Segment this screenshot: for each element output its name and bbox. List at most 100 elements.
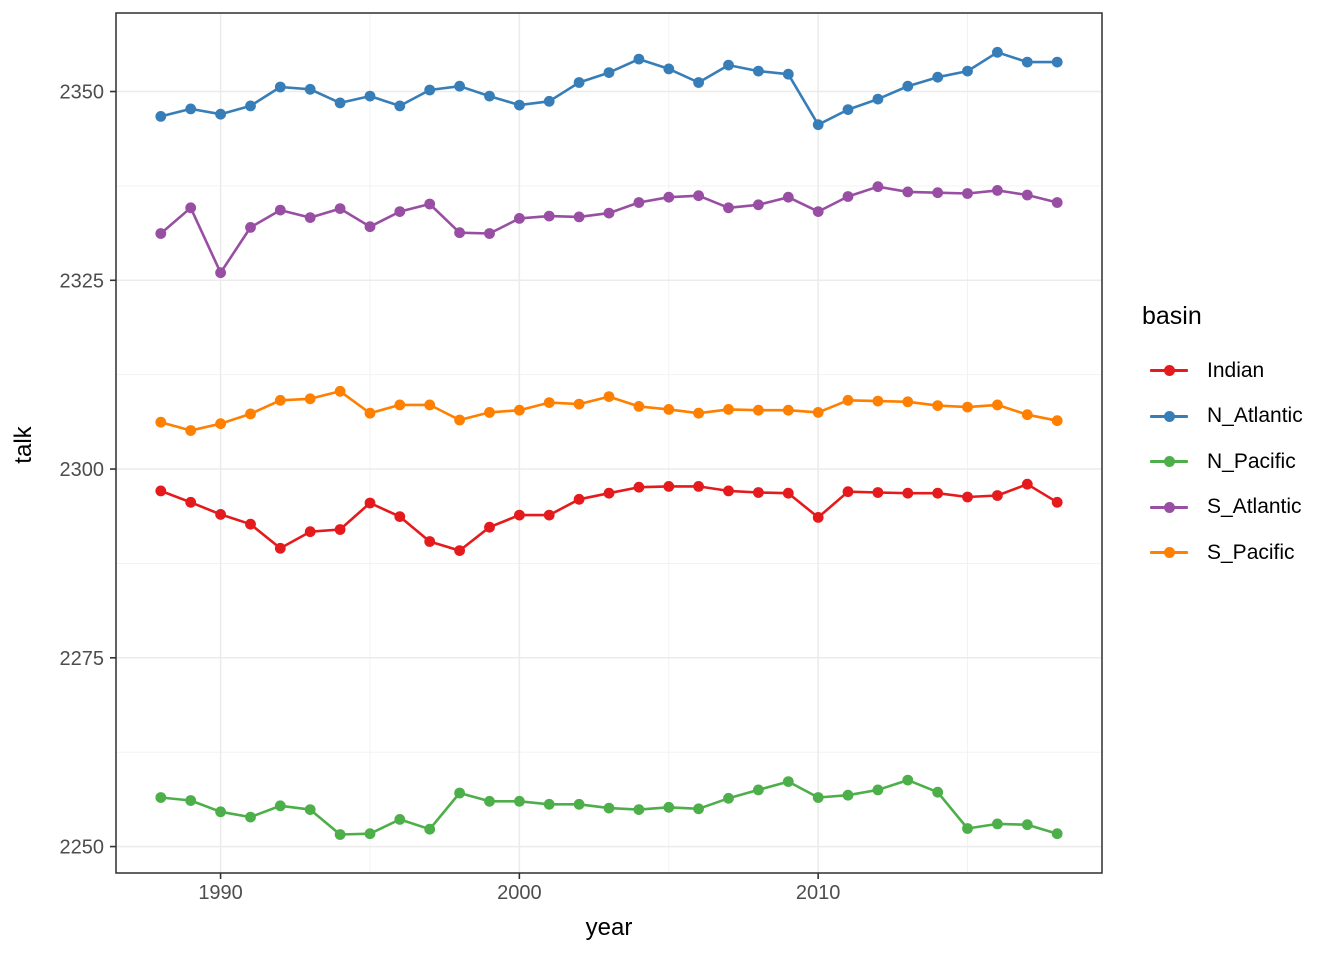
series-point-Indian [723, 485, 734, 497]
series-point-S_Atlantic [364, 221, 376, 233]
series-point-N_Atlantic [723, 59, 734, 71]
series-point-N_Pacific [245, 811, 256, 823]
series-point-S_Atlantic [992, 185, 1003, 196]
series-point-S_Pacific [274, 394, 286, 406]
series-point-N_Pacific [812, 792, 824, 803]
series-point-Indian [484, 521, 495, 533]
legend-item-label: N_Atlantic [1207, 404, 1303, 428]
series-point-N_Atlantic [633, 53, 645, 65]
series-point-N_Pacific [394, 814, 406, 825]
series-point-S_Pacific [902, 396, 914, 408]
series-point-Indian [514, 509, 525, 521]
series-point-N_Atlantic [484, 90, 495, 102]
series-point-S_Pacific [1021, 409, 1033, 421]
series-point-S_Atlantic [603, 207, 615, 219]
series-point-N_Pacific [693, 803, 704, 815]
series-point-N_Pacific [782, 776, 794, 787]
series-point-S_Pacific [603, 391, 615, 402]
series-point-N_Atlantic [782, 68, 794, 80]
series-point-Indian [245, 518, 256, 530]
series-point-S_Atlantic [723, 202, 734, 214]
series-point-Indian [454, 545, 465, 556]
series-point-N_Atlantic [304, 83, 316, 95]
series-point-N_Atlantic [932, 71, 944, 83]
series-point-N_Pacific [753, 784, 764, 796]
panel-background [116, 13, 1102, 873]
series-point-N_Atlantic [185, 103, 197, 115]
legend-items: Indian N_Atlantic N_Pacific S_Atlantic S_Pac… [1140, 348, 1340, 576]
series-point-S_Atlantic [902, 186, 914, 198]
series-point-N_Pacific [633, 804, 645, 815]
series-point-S_Pacific [633, 401, 645, 412]
series-point-N_Atlantic [543, 95, 555, 107]
legend-title: basin [1142, 302, 1202, 330]
series-point-S_Pacific [304, 393, 316, 405]
series-point-S_Atlantic [663, 191, 675, 203]
series-point-S_Atlantic [812, 206, 824, 218]
y-tick-label: 2325 [60, 270, 105, 292]
series-point-N_Atlantic [424, 84, 436, 96]
series-point-Indian [872, 487, 884, 498]
series-point-N_Atlantic [334, 97, 346, 109]
series-point-S_Atlantic [274, 204, 286, 216]
series-point-S_Atlantic [304, 212, 316, 224]
series-point-N_Atlantic [1051, 56, 1063, 68]
series-point-S_Pacific [962, 401, 973, 413]
series-point-Indian [902, 487, 914, 499]
series-point-N_Pacific [155, 792, 167, 803]
series-point-S_Pacific [514, 404, 525, 416]
series-point-S_Atlantic [484, 228, 495, 239]
series-point-S_Atlantic [424, 198, 436, 210]
series-point-N_Pacific [185, 795, 197, 806]
series-point-N_Pacific [304, 804, 316, 815]
series-point-S_Pacific [693, 407, 704, 419]
series-point-Indian [633, 481, 645, 493]
series-point-Indian [812, 512, 824, 523]
series-point-S_Atlantic [514, 213, 525, 224]
series-point-Indian [364, 497, 376, 509]
legend-key-icon [1150, 547, 1188, 559]
series-point-N_Atlantic [872, 93, 884, 105]
series-point-N_Atlantic [364, 90, 376, 102]
series-point-N_Pacific [573, 798, 585, 810]
series-point-S_Atlantic [932, 187, 944, 199]
series-point-N_Pacific [215, 806, 227, 818]
series-point-S_Pacific [245, 408, 256, 420]
legend-key-icon [1150, 410, 1188, 422]
series-point-N_Pacific [962, 823, 973, 834]
series-point-S_Atlantic [185, 202, 197, 214]
series-point-S_Pacific [992, 399, 1003, 411]
series-point-N_Pacific [872, 784, 884, 796]
legend-item-N_Pacific: N_Pacific [1140, 439, 1340, 485]
legend-item-S_Pacific: S_Pacific [1140, 530, 1340, 576]
series-point-S_Atlantic [543, 210, 555, 222]
series-point-Indian [693, 481, 704, 492]
series-point-N_Pacific [334, 829, 346, 840]
y-tick-label: 2300 [60, 459, 105, 481]
series-point-S_Pacific [932, 400, 944, 411]
series-point-N_Atlantic [902, 80, 914, 92]
x-tick-label: 2010 [796, 882, 841, 904]
series-point-N_Atlantic [812, 119, 824, 131]
x-axis-title: year [585, 914, 633, 941]
series-point-S_Atlantic [245, 222, 256, 233]
legend-item-Indian: Indian [1140, 348, 1340, 394]
series-point-S_Pacific [454, 414, 465, 426]
series-point-Indian [424, 536, 436, 547]
legend-item-label: S_Pacific [1207, 540, 1295, 564]
series-point-N_Atlantic [663, 63, 675, 75]
series-point-S_Atlantic [454, 227, 465, 239]
series-point-S_Pacific [185, 425, 197, 436]
legend-item-S_Atlantic: S_Atlantic [1140, 485, 1340, 531]
series-point-S_Pacific [753, 404, 764, 416]
series-point-S_Atlantic [693, 190, 704, 202]
series-point-N_Atlantic [693, 77, 704, 88]
series-point-N_Pacific [543, 798, 555, 810]
legend-item-label: N_Pacific [1207, 449, 1296, 473]
series-point-Indian [304, 526, 316, 538]
series-point-S_Pacific [334, 385, 346, 397]
series-point-S_Pacific [215, 418, 227, 430]
series-point-N_Pacific [1021, 819, 1033, 831]
series-point-N_Pacific [454, 787, 465, 799]
series-point-N_Pacific [514, 795, 525, 807]
